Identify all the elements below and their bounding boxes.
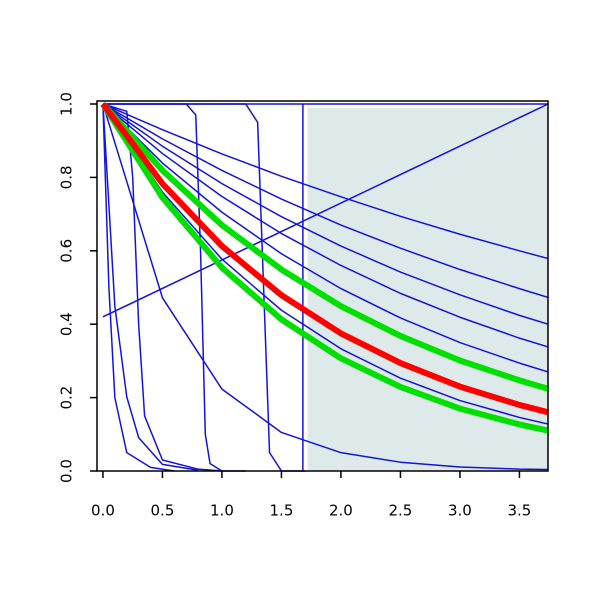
y-tick-label: 0.8 [58,165,76,189]
y-tick-label: 0.6 [58,239,76,263]
y-tick-label: 1.0 [58,92,76,116]
axes: 0.0 0.5 1.0 1.5 2.0 2.5 3.0 3.5 0.0 0.2 0.4 0.6 0.8 1… [58,92,549,520]
x-tick-label: 1.0 [210,502,234,520]
plot-area [100,101,548,472]
curve-line [102,103,175,472]
x-tick-label: 0.0 [91,502,115,520]
highlight-line [100,102,548,434]
curve-line [102,103,548,471]
y-tick-label: 0.2 [58,386,76,410]
curve-line [102,103,548,348]
curve-line [102,103,548,260]
x-tick-label: 2.0 [329,502,353,520]
shaded-region [307,107,548,472]
x-tick-label: 0.5 [151,502,175,520]
curve-line [102,103,548,325]
curve-line [102,103,246,472]
curve-line [102,103,548,318]
plot-frame [96,100,549,472]
y-tick-label: 0.4 [58,312,76,336]
curve-line [102,103,199,472]
curve-line [102,103,223,472]
x-tick-label: 1.5 [270,502,294,520]
x-tick-label: 3.5 [508,502,532,520]
x-tick-label: 3.0 [448,502,472,520]
x-tick-label: 2.5 [389,502,413,520]
curve-line [102,103,548,373]
y-tick-label: 0.0 [58,459,76,483]
curve-line [102,103,548,425]
highlight-line [100,102,548,416]
highlight-line [100,101,548,392]
curve-line [102,103,548,299]
